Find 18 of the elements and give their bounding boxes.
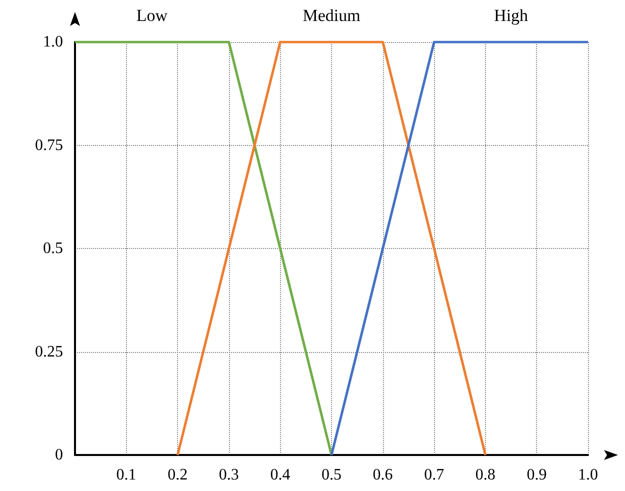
x-tick-label: 0.6	[372, 466, 393, 484]
x-tick-label: 0.9	[526, 466, 547, 484]
x-tick-label: 0.7	[424, 466, 444, 484]
x-tick-label: 0.5	[322, 466, 342, 484]
x-tick-label: 0.4	[270, 466, 290, 484]
x-tick-label: 0.2	[168, 466, 188, 484]
x-tick-label: 1.0	[578, 466, 598, 484]
y-tick-label: 0.5	[43, 240, 63, 257]
series-label: Low	[136, 6, 168, 25]
y-tick-label: 0.75	[35, 136, 63, 154]
x-tick-label: 0.3	[218, 466, 239, 484]
y-tick-label: 0.25	[35, 343, 63, 360]
series-label: Medium	[302, 6, 360, 25]
y-tick-label: 0	[55, 446, 63, 464]
x-tick-label: 0.8	[475, 466, 496, 484]
series-label: High	[494, 6, 529, 25]
y-tick-label: 1.0	[43, 34, 63, 50]
x-tick-label: 0.1	[116, 466, 136, 484]
